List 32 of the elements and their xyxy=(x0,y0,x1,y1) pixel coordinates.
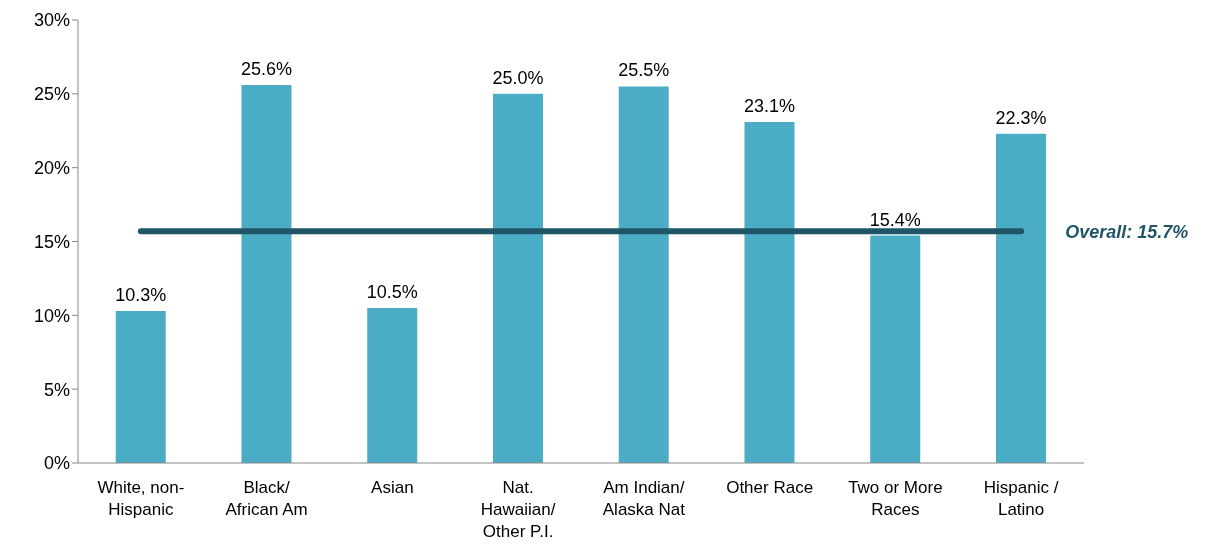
bar xyxy=(492,93,543,463)
data-label: 25.0% xyxy=(492,67,544,88)
bar xyxy=(241,84,292,463)
y-tick-label: 10% xyxy=(33,305,70,326)
data-label: 22.3% xyxy=(995,107,1047,128)
data-label: 10.5% xyxy=(366,281,418,302)
data-label: 15.4% xyxy=(869,209,921,230)
x-tick-label: Other Race xyxy=(726,478,814,497)
data-label: 23.1% xyxy=(743,95,795,116)
y-tick-label: 5% xyxy=(43,379,70,400)
data-label: 25.6% xyxy=(240,58,292,79)
x-tick-label: Two or More Races xyxy=(848,478,943,519)
x-tick-label: Hispanic / Latino xyxy=(983,478,1059,519)
y-tick-label: 0% xyxy=(43,453,70,474)
bar xyxy=(744,121,795,463)
y-tick-label: 15% xyxy=(33,231,70,252)
y-tick-label: 30% xyxy=(33,10,70,31)
bar xyxy=(367,307,418,463)
ref-line-label: Overall: 15.7% xyxy=(1065,221,1189,242)
x-tick-label: Am Indian/Alaska Nat xyxy=(602,478,686,519)
bar xyxy=(870,235,921,463)
x-tick-label: Nat. Hawaiian/Other P.I. xyxy=(480,478,556,541)
y-tick-label: 20% xyxy=(33,158,70,179)
data-label: 10.3% xyxy=(115,284,167,305)
x-tick-label: Black/African Am xyxy=(225,478,308,519)
bar xyxy=(115,310,166,463)
x-tick-label: Asian xyxy=(371,478,414,497)
bar xyxy=(995,133,1046,463)
x-tick-label: White, non-Hispanic xyxy=(97,478,185,519)
data-label: 25.5% xyxy=(618,60,670,81)
bar xyxy=(618,86,669,463)
y-tick-label: 25% xyxy=(33,84,70,105)
